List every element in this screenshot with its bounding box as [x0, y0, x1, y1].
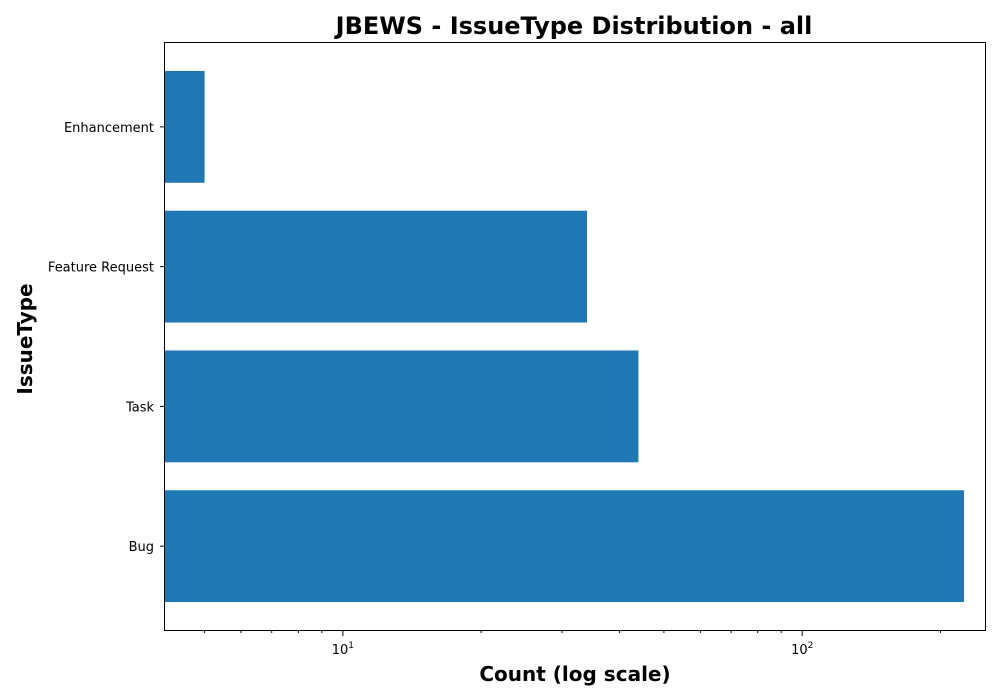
x-axis-label: Count (log scale): [479, 662, 670, 686]
x-tick-label: 101: [332, 641, 354, 658]
bar-bug: [165, 490, 964, 603]
y-axis-label: IssueType: [13, 283, 37, 394]
x-tick-label: 102: [791, 641, 813, 658]
bar-task: [165, 350, 639, 463]
y-tick-label-bug: Bug: [129, 540, 154, 555]
y-tick-label-feature-request: Feature Request: [48, 261, 154, 276]
y-tick-label-task: Task: [125, 400, 155, 415]
bar-enhancement: [165, 70, 205, 183]
x-axis: 101 102: [204, 630, 941, 658]
bars-group: [165, 70, 964, 603]
y-axis: Bug Task Feature Request Enhancement: [48, 121, 165, 555]
y-tick-label-enhancement: Enhancement: [64, 121, 154, 136]
bar-feature-request: [165, 210, 587, 323]
chart-title: JBEWS - IssueType Distribution - all: [334, 12, 813, 40]
plot-frame: [164, 42, 986, 631]
